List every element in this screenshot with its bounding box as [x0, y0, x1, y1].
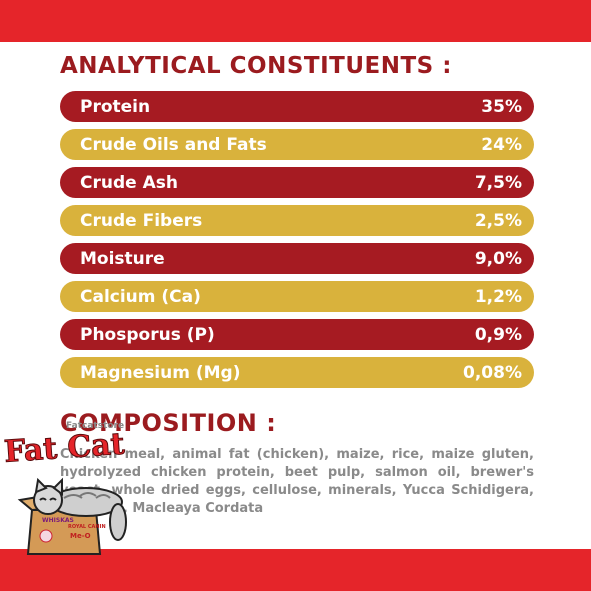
row-label: Magnesium (Mg)	[80, 362, 241, 383]
bottom-band	[0, 549, 591, 591]
row-label: Crude Ash	[80, 172, 178, 193]
row-crude-oils-fats: Crude Oils and Fats 24%	[60, 129, 534, 160]
sticker-small-text: Fatcatstore	[66, 421, 125, 431]
row-magnesium: Magnesium (Mg) 0,08%	[60, 357, 534, 388]
row-label: Protein	[80, 96, 151, 117]
row-value: 0,9%	[474, 324, 522, 345]
box-text-1: WHISKAS	[42, 517, 74, 524]
row-crude-ash: Crude Ash 7,5%	[60, 167, 534, 198]
row-phosporus: Phosporus (P) 0,9%	[60, 319, 534, 350]
row-moisture: Moisture 9,0%	[60, 243, 534, 274]
box-text-3: Me-O	[70, 532, 91, 540]
row-value: 0,08%	[463, 362, 522, 383]
row-value: 1,2%	[474, 286, 522, 307]
fat-cat-logo-icon: Fat Cat WHISKAS ROYAL CANIN Me-O	[2, 426, 127, 555]
row-label: Calcium (Ca)	[80, 286, 201, 307]
composition-title: COMPOSITION :	[60, 409, 277, 437]
analytical-table: Protein 35% Crude Oils and Fats 24% Crud…	[60, 91, 534, 395]
row-label: Moisture	[80, 248, 165, 269]
brand-text: Fat Cat	[3, 427, 126, 470]
row-value: 7,5%	[474, 172, 522, 193]
row-value: 2,5%	[474, 210, 522, 231]
row-calcium: Calcium (Ca) 1,2%	[60, 281, 534, 312]
row-label: Phosporus (P)	[80, 324, 215, 345]
fat-cat-sticker: Fat Cat WHISKAS ROYAL CANIN Me-O Fatcats…	[0, 418, 140, 558]
box-text-2: ROYAL CANIN	[68, 524, 106, 530]
row-label: Crude Oils and Fats	[80, 134, 267, 155]
row-value: 9,0%	[474, 248, 522, 269]
row-protein: Protein 35%	[60, 91, 534, 122]
row-value: 24%	[481, 134, 522, 155]
analytical-title: ANALYTICAL CONSTITUENTS :	[60, 53, 452, 79]
row-label: Crude Fibers	[80, 210, 203, 231]
top-band	[0, 0, 591, 42]
row-value: 35%	[481, 96, 522, 117]
row-crude-fibers: Crude Fibers 2,5%	[60, 205, 534, 236]
